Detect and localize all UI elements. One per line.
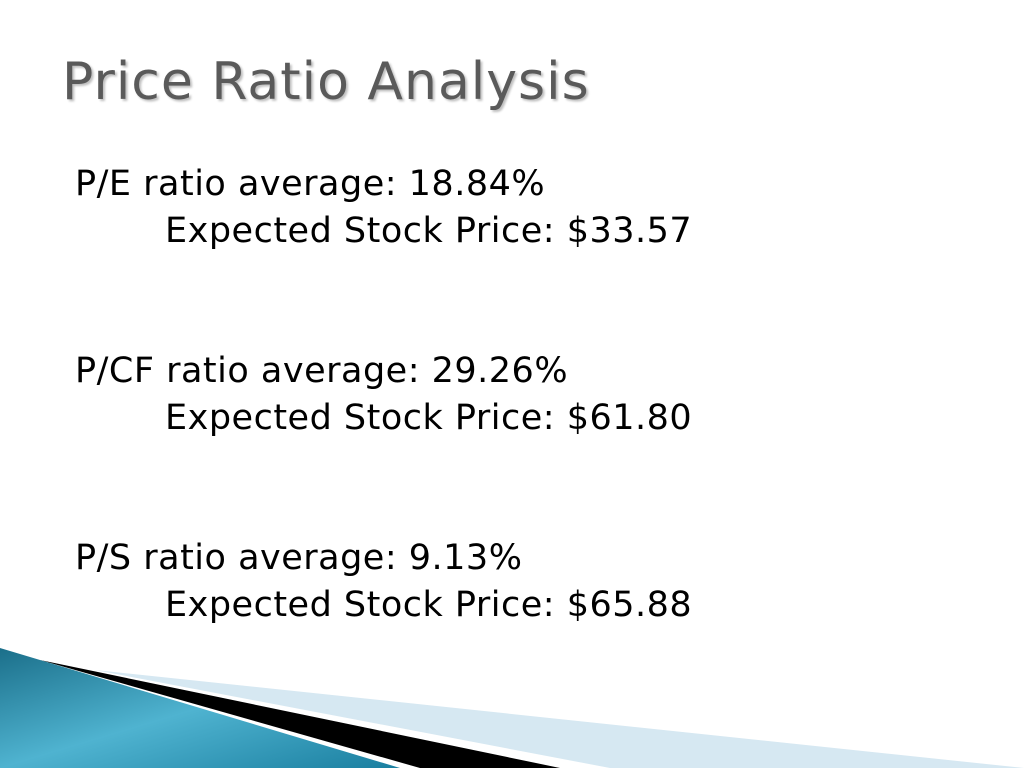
price-detail: Expected Stock Price: $61.80 (165, 398, 693, 438)
teal-band (0, 648, 400, 768)
ratio-label: P/S ratio average: 9.13% (75, 538, 523, 578)
price-detail: Expected Stock Price: $65.88 (165, 585, 693, 625)
dark-band (40, 660, 560, 768)
ratio-label: P/CF ratio average: 29.26% (75, 351, 569, 391)
price-detail: Expected Stock Price: $33.57 (165, 211, 693, 251)
slide-title: Price Ratio Analysis (62, 52, 590, 112)
light-band (95, 670, 1024, 768)
ratio-label: P/E ratio average: 18.84% (75, 164, 546, 204)
